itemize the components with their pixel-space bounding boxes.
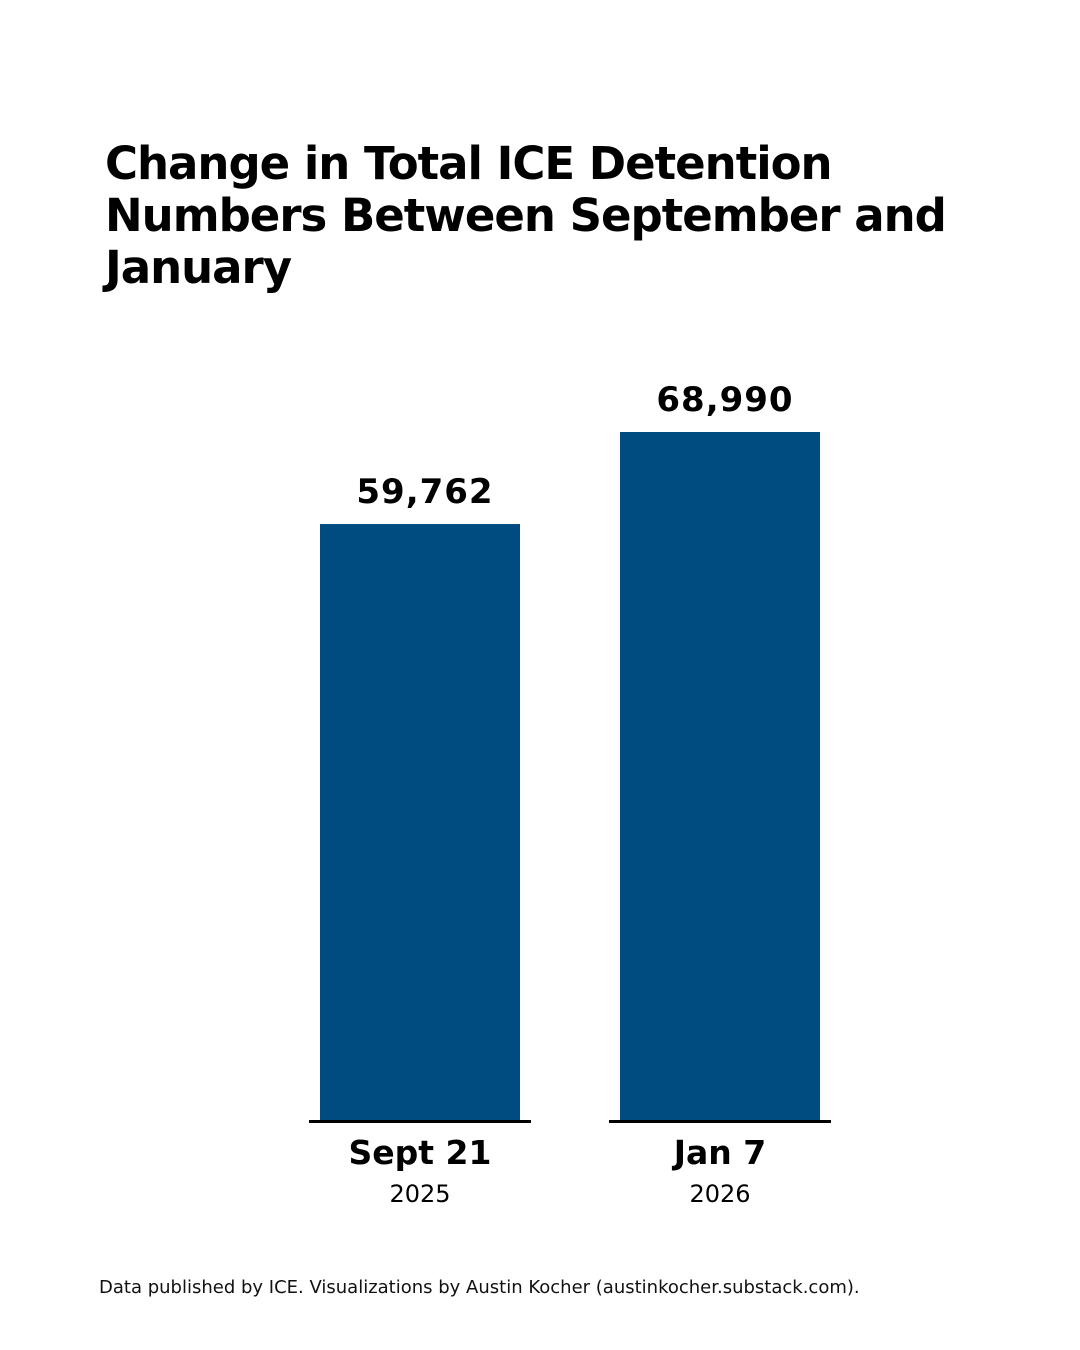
source-note: Data published by ICE. Visualizations by… <box>99 1277 860 1298</box>
chart-title: Change in Total ICE Detention Numbers Be… <box>105 137 947 294</box>
category-label-1: Jan 7 <box>672 1133 767 1172</box>
value-label-0: 59,762 <box>356 472 493 512</box>
bar-0 <box>320 524 520 1120</box>
value-label-1: 68,990 <box>656 380 793 420</box>
category-sublabel-0: 2025 <box>389 1180 450 1208</box>
category-label-0: Sept 21 <box>349 1133 492 1172</box>
bar-1 <box>620 432 820 1120</box>
category-sublabel-1: 2026 <box>689 1180 750 1208</box>
